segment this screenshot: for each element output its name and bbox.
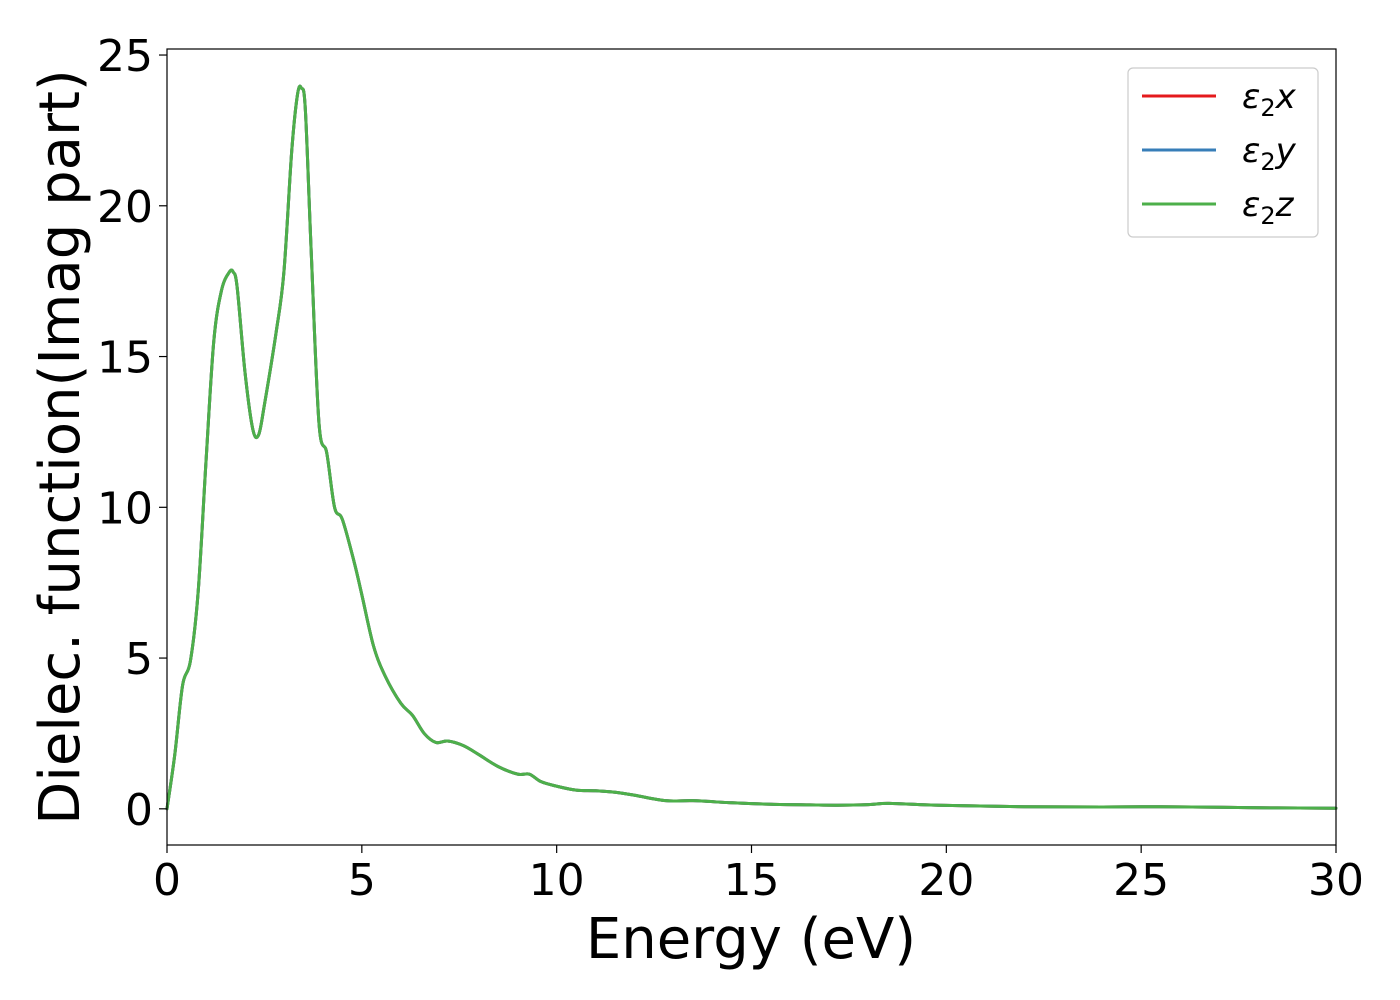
y-tick-label: 0 — [125, 785, 153, 836]
x-tick-label: 30 — [1308, 855, 1364, 906]
x-tick-label: 10 — [529, 855, 585, 906]
x-tick-label: 20 — [918, 855, 974, 906]
series-line-3 — [165, 84, 1338, 811]
x-tick-label: 0 — [153, 855, 181, 906]
y-tick-label: 20 — [97, 182, 153, 233]
series-group — [165, 84, 1338, 811]
legend-label-2: ε2y — [1242, 131, 1297, 176]
x-tick-label: 5 — [348, 855, 376, 906]
y-tick-label: 15 — [97, 333, 153, 384]
y-axis-label: Dielec. function(Imag part) — [28, 69, 93, 825]
y-tick-label: 25 — [97, 31, 153, 82]
x-axis-label: Energy (eV) — [586, 907, 916, 972]
legend-label-3: ε2z — [1242, 185, 1295, 230]
x-tick-label: 25 — [1113, 855, 1169, 906]
x-axis-ticks: 0 5 10 15 20 25 30 — [153, 845, 1364, 906]
x-tick-label: 15 — [724, 855, 780, 906]
y-tick-label: 5 — [125, 634, 153, 685]
y-axis-ticks: 0 5 10 15 20 25 — [97, 31, 167, 836]
legend-frame — [1127, 67, 1319, 238]
y-tick-label: 10 — [97, 483, 153, 534]
legend-label-1: ε2x — [1242, 77, 1297, 122]
legend: ε2x ε2y ε2z — [1127, 67, 1319, 238]
